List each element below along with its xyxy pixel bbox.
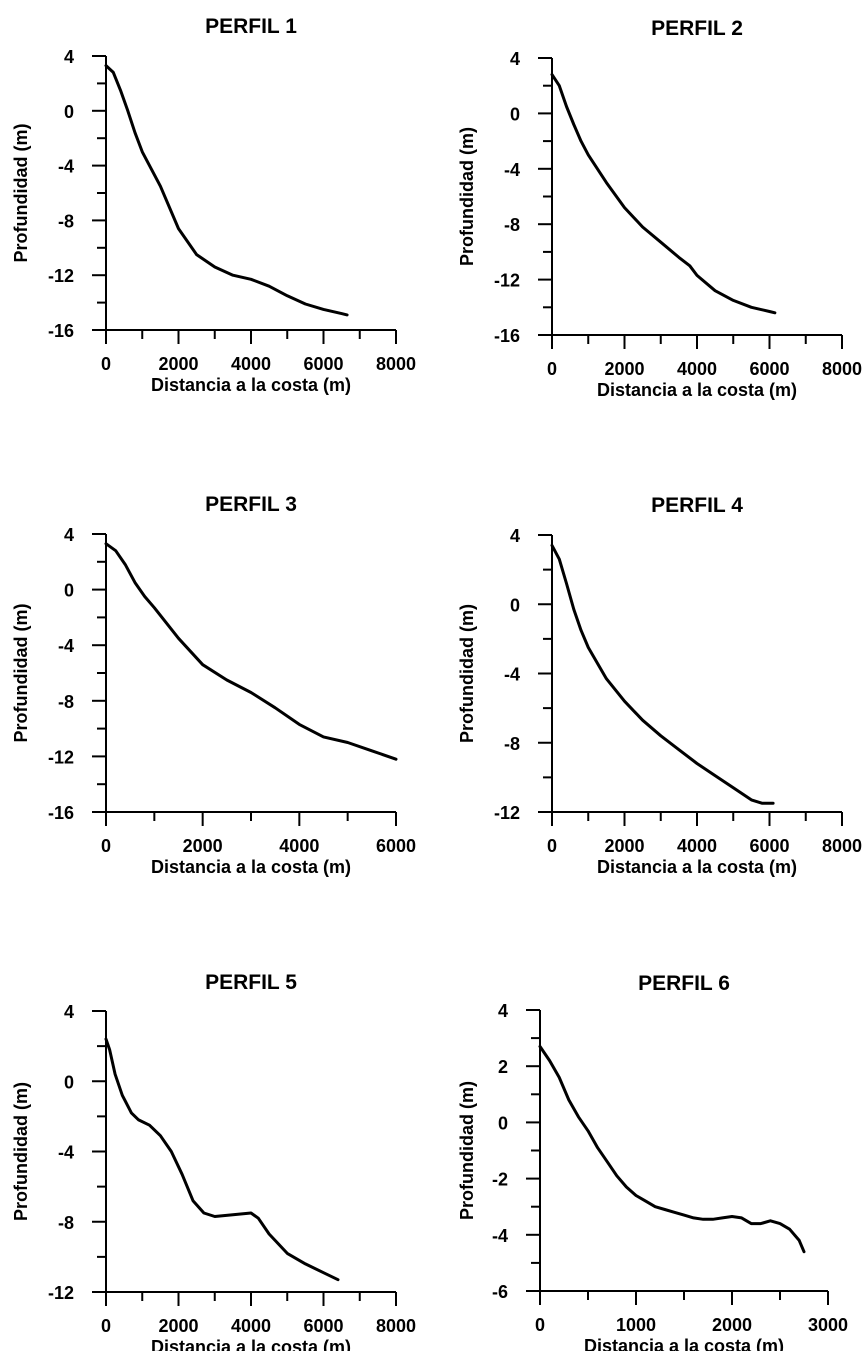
y-tick-label: -12 [48, 266, 74, 286]
y-tick-label: 4 [498, 1001, 508, 1021]
chart-title: PERFIL 1 [205, 15, 297, 38]
x-tick-label: 0 [547, 836, 557, 856]
chart-title: PERFIL 6 [638, 972, 730, 995]
x-tick-label: 8000 [376, 354, 416, 374]
y-axis-label: Profundidad (m) [457, 127, 477, 266]
x-axis-label: Distancia a la costa (m) [151, 1337, 351, 1351]
y-tick-label: -8 [58, 692, 74, 712]
y-tick-label: -4 [492, 1226, 508, 1246]
x-tick-label: 4000 [279, 836, 319, 856]
chart-title: PERFIL 4 [651, 494, 743, 517]
x-tick-label: 0 [547, 359, 557, 379]
profile-line [550, 543, 775, 805]
y-tick-label: -12 [494, 803, 520, 823]
x-axis-label: Distancia a la costa (m) [151, 375, 351, 395]
x-tick-label: 2000 [158, 1316, 198, 1336]
y-tick-label: 4 [64, 1002, 74, 1022]
x-tick-label: 6000 [303, 1316, 343, 1336]
y-tick-label: -8 [58, 1213, 74, 1233]
y-tick-label: -4 [58, 636, 74, 656]
chart-panel-2: PERFIL 2 4 0 -4 -8 -12 -16 0 2000 4000 6000 8000 Dis… [457, 17, 862, 400]
y-tick-label: -8 [504, 215, 520, 235]
x-tick-label: 2000 [158, 354, 198, 374]
x-tick-label: 4000 [231, 354, 271, 374]
x-tick-label: 8000 [376, 1316, 416, 1336]
y-tick-label: 4 [64, 47, 74, 67]
y-tick-label: 0 [64, 102, 74, 122]
profile-line [538, 1045, 806, 1254]
chart-title: PERFIL 5 [205, 971, 297, 994]
x-tick-label: 4000 [231, 1316, 271, 1336]
y-tick-label: -2 [492, 1170, 508, 1190]
y-axis-label: Profundidad (m) [457, 604, 477, 743]
x-tick-label: 6000 [749, 836, 789, 856]
chart-panel-4: PERFIL 4 4 0 -4 -8 -12 0 2000 4000 6000 8000 Distan… [457, 494, 862, 877]
x-axis-label: Distancia a la costa (m) [597, 857, 797, 877]
x-tick-label: 6000 [749, 359, 789, 379]
y-tick-label: 2 [498, 1057, 508, 1077]
x-tick-label: 2000 [604, 836, 644, 856]
y-tick-label: -4 [504, 160, 520, 180]
x-tick-label: 1000 [616, 1315, 656, 1335]
y-axis-label: Profundidad (m) [11, 604, 31, 743]
y-tick-label: -4 [504, 665, 520, 685]
y-tick-label: -6 [492, 1282, 508, 1302]
profile-line [104, 64, 349, 317]
x-tick-label: 2000 [712, 1315, 752, 1335]
y-axis-label: Profundidad (m) [11, 124, 31, 263]
x-tick-label: 6000 [303, 354, 343, 374]
y-tick-label: 0 [498, 1113, 508, 1133]
y-tick-label: -8 [58, 211, 74, 231]
chart-panel-6: PERFIL 6 4 2 0 -2 -4 -6 0 1000 2000 3000 Distancia … [457, 972, 848, 1351]
y-tick-label: -16 [48, 321, 74, 341]
chart-panel-1: PERFIL 1 4 0 -4 -8 -12 -16 0 2000 4000 6000 8000 Dis… [11, 15, 416, 395]
y-tick-label: -12 [48, 1283, 74, 1303]
x-axis-label: Distancia a la costa (m) [584, 1336, 784, 1351]
chart-title: PERFIL 2 [651, 17, 743, 40]
x-axis-label: Distancia a la costa (m) [151, 857, 351, 877]
x-tick-label: 4000 [677, 836, 717, 856]
profile-line [104, 1037, 340, 1282]
y-tick-label: -16 [494, 326, 520, 346]
profile-line [550, 73, 777, 315]
x-tick-label: 4000 [677, 359, 717, 379]
y-tick-label: -12 [494, 271, 520, 291]
y-tick-label: 4 [64, 525, 74, 545]
y-tick-label: -4 [58, 157, 74, 177]
x-tick-label: 6000 [376, 836, 416, 856]
profile-line [104, 542, 398, 761]
x-tick-label: 0 [101, 354, 111, 374]
y-tick-label: -8 [504, 734, 520, 754]
y-tick-label: -4 [58, 1143, 74, 1163]
y-tick-label: 4 [510, 526, 520, 546]
y-tick-label: 4 [510, 49, 520, 69]
y-tick-label: 0 [64, 581, 74, 601]
y-tick-label: 0 [510, 104, 520, 124]
x-tick-label: 2000 [183, 836, 223, 856]
y-tick-label: -16 [48, 803, 74, 823]
y-tick-label: -12 [48, 747, 74, 767]
chart-panel-5: PERFIL 5 4 0 -4 -8 -12 0 2000 4000 6000 8000 Distan… [11, 971, 416, 1351]
y-tick-label: 0 [510, 595, 520, 615]
y-axis-label: Profundidad (m) [11, 1082, 31, 1221]
x-tick-label: 0 [101, 836, 111, 856]
x-tick-label: 0 [535, 1315, 545, 1335]
chart-panel-3: PERFIL 3 4 0 -4 -8 -12 -16 0 2000 4000 6000 Distanc… [11, 493, 416, 877]
x-tick-label: 2000 [604, 359, 644, 379]
y-axis-label: Profundidad (m) [457, 1081, 477, 1220]
x-tick-label: 0 [101, 1316, 111, 1336]
chart-title: PERFIL 3 [205, 493, 297, 516]
x-axis-label: Distancia a la costa (m) [597, 380, 797, 400]
x-tick-label: 8000 [822, 836, 862, 856]
x-tick-label: 8000 [822, 359, 862, 379]
y-tick-label: 0 [64, 1072, 74, 1092]
x-tick-label: 3000 [808, 1315, 848, 1335]
